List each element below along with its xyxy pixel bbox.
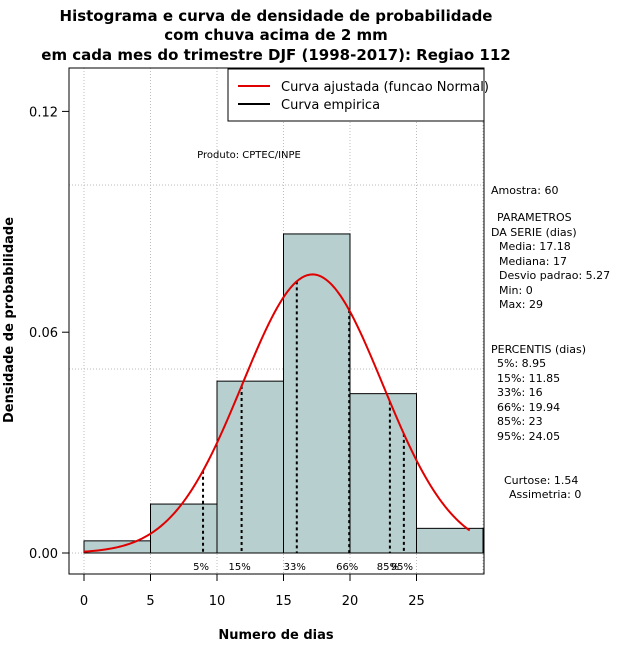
percentile-label: 66% [336, 562, 358, 573]
percentile-label: 15% [228, 562, 250, 573]
stat-kurtosis: Curtose: 1.54 [504, 474, 578, 487]
x-tick-label: 15 [275, 594, 292, 609]
chart-title-line-2: com chuva acima de 2 mm [164, 26, 388, 44]
stat-params-subtitle: DA SERIE (dias) [491, 226, 577, 239]
product-label: Produto: CPTEC/INPE [197, 150, 301, 161]
legend-label-normal: Curva ajustada (funcao Normal) [281, 80, 489, 95]
stat-p33: 33%: 16 [497, 386, 543, 399]
x-tick-label: 10 [209, 594, 226, 609]
percentile-label: 5% [193, 562, 209, 573]
legend-box [227, 68, 485, 122]
histogram-bar [150, 503, 218, 554]
stat-max: Max: 29 [499, 298, 543, 311]
stat-min: Min: 0 [499, 284, 533, 297]
stat-p66: 66%: 19.94 [497, 401, 560, 414]
stat-skewness: Assimetria: 0 [509, 488, 581, 501]
y-tick-label: 0.00 [29, 547, 58, 562]
stats-panel: Amostra: 60 PARAMETROS DA SERIE (dias) M… [491, 184, 610, 501]
histogram-bar [416, 527, 484, 554]
stat-p85: 85%: 23 [497, 415, 543, 428]
stat-p5: 5%: 8.95 [497, 357, 546, 370]
x-tick-label: 5 [146, 594, 154, 609]
histogram-bar [216, 380, 284, 554]
chart-title-line-3: em cada mes do trimestre DJF (1998-2017)… [41, 46, 510, 64]
y-tick-label: 0.06 [29, 326, 58, 341]
histogram-bar [283, 233, 351, 554]
histogram-bars [83, 233, 484, 554]
stat-sample: Amostra: 60 [491, 184, 558, 197]
x-tick-label: 20 [342, 594, 359, 609]
percentile-label: 33% [284, 562, 306, 573]
stat-median: Mediana: 17 [499, 255, 567, 268]
stat-mean: Media: 17.18 [499, 240, 571, 253]
percentile-label: 85% [377, 562, 399, 573]
stat-p15: 15%: 11.85 [497, 372, 560, 385]
axes: 0 5 10 15 20 25 0.00 0.06 0.12 [29, 105, 425, 609]
legend: Curva ajustada (funcao Normal) Curva emp… [227, 68, 489, 122]
x-tick-label: 0 [80, 594, 88, 609]
stat-sd: Desvio padrao: 5.27 [499, 269, 610, 282]
x-axis-label: Numero de dias [218, 628, 334, 643]
stat-params-title: PARAMETROS [497, 211, 572, 224]
normal-curve-path [83, 273, 471, 553]
x-tick-label: 25 [408, 594, 425, 609]
percentile-lines: 5% 15% 33% 66% 85%95% [193, 281, 413, 573]
chart-title-line-1: Histograma e curva de densidade de proba… [60, 7, 493, 25]
y-axis-label: Densidade de probabilidade [2, 217, 17, 423]
histogram-bar [349, 393, 417, 554]
y-tick-label: 0.12 [29, 105, 58, 120]
normal-curve [83, 273, 471, 553]
legend-label-empirical: Curva empirica [281, 98, 380, 113]
stat-percentis-title: PERCENTIS (dias) [491, 343, 586, 356]
percentile-label: 95% [391, 562, 413, 573]
stat-p95: 95%: 24.05 [497, 430, 560, 443]
